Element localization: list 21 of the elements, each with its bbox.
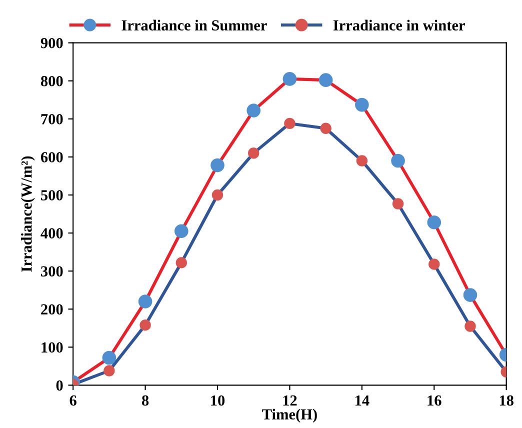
x-tick-label: 6 — [70, 395, 76, 406]
y-tick-label: 600 — [40, 152, 63, 162]
x-tick-label: 8 — [142, 395, 149, 406]
x-tick-label: 14 — [356, 395, 370, 406]
y-tick-label: 800 — [40, 76, 63, 86]
x-axis-title: Time(H) — [262, 408, 317, 423]
y-tick-label: 400 — [40, 228, 63, 238]
y-axis-title: Irradiance(W/m²) — [21, 156, 35, 272]
legend-label: Irradiance in Summer — [122, 20, 267, 31]
y-tick-label: 900 — [40, 38, 63, 48]
legend-label: Irradiance in winter — [333, 20, 465, 31]
y-tick-label: 0 — [56, 380, 63, 391]
x-tick-label: 10 — [211, 395, 225, 406]
y-tick-label: 200 — [41, 304, 63, 315]
x-tick-label: 12 — [283, 395, 297, 406]
y-tick-label: 100 — [42, 342, 63, 353]
x-tick-label: 16 — [428, 395, 442, 406]
y-tick-label: 500 — [41, 190, 63, 200]
x-tick-label: 18 — [500, 395, 514, 406]
y-tick-label: 300 — [41, 266, 63, 277]
y-tick-label: 700 — [41, 114, 63, 124]
